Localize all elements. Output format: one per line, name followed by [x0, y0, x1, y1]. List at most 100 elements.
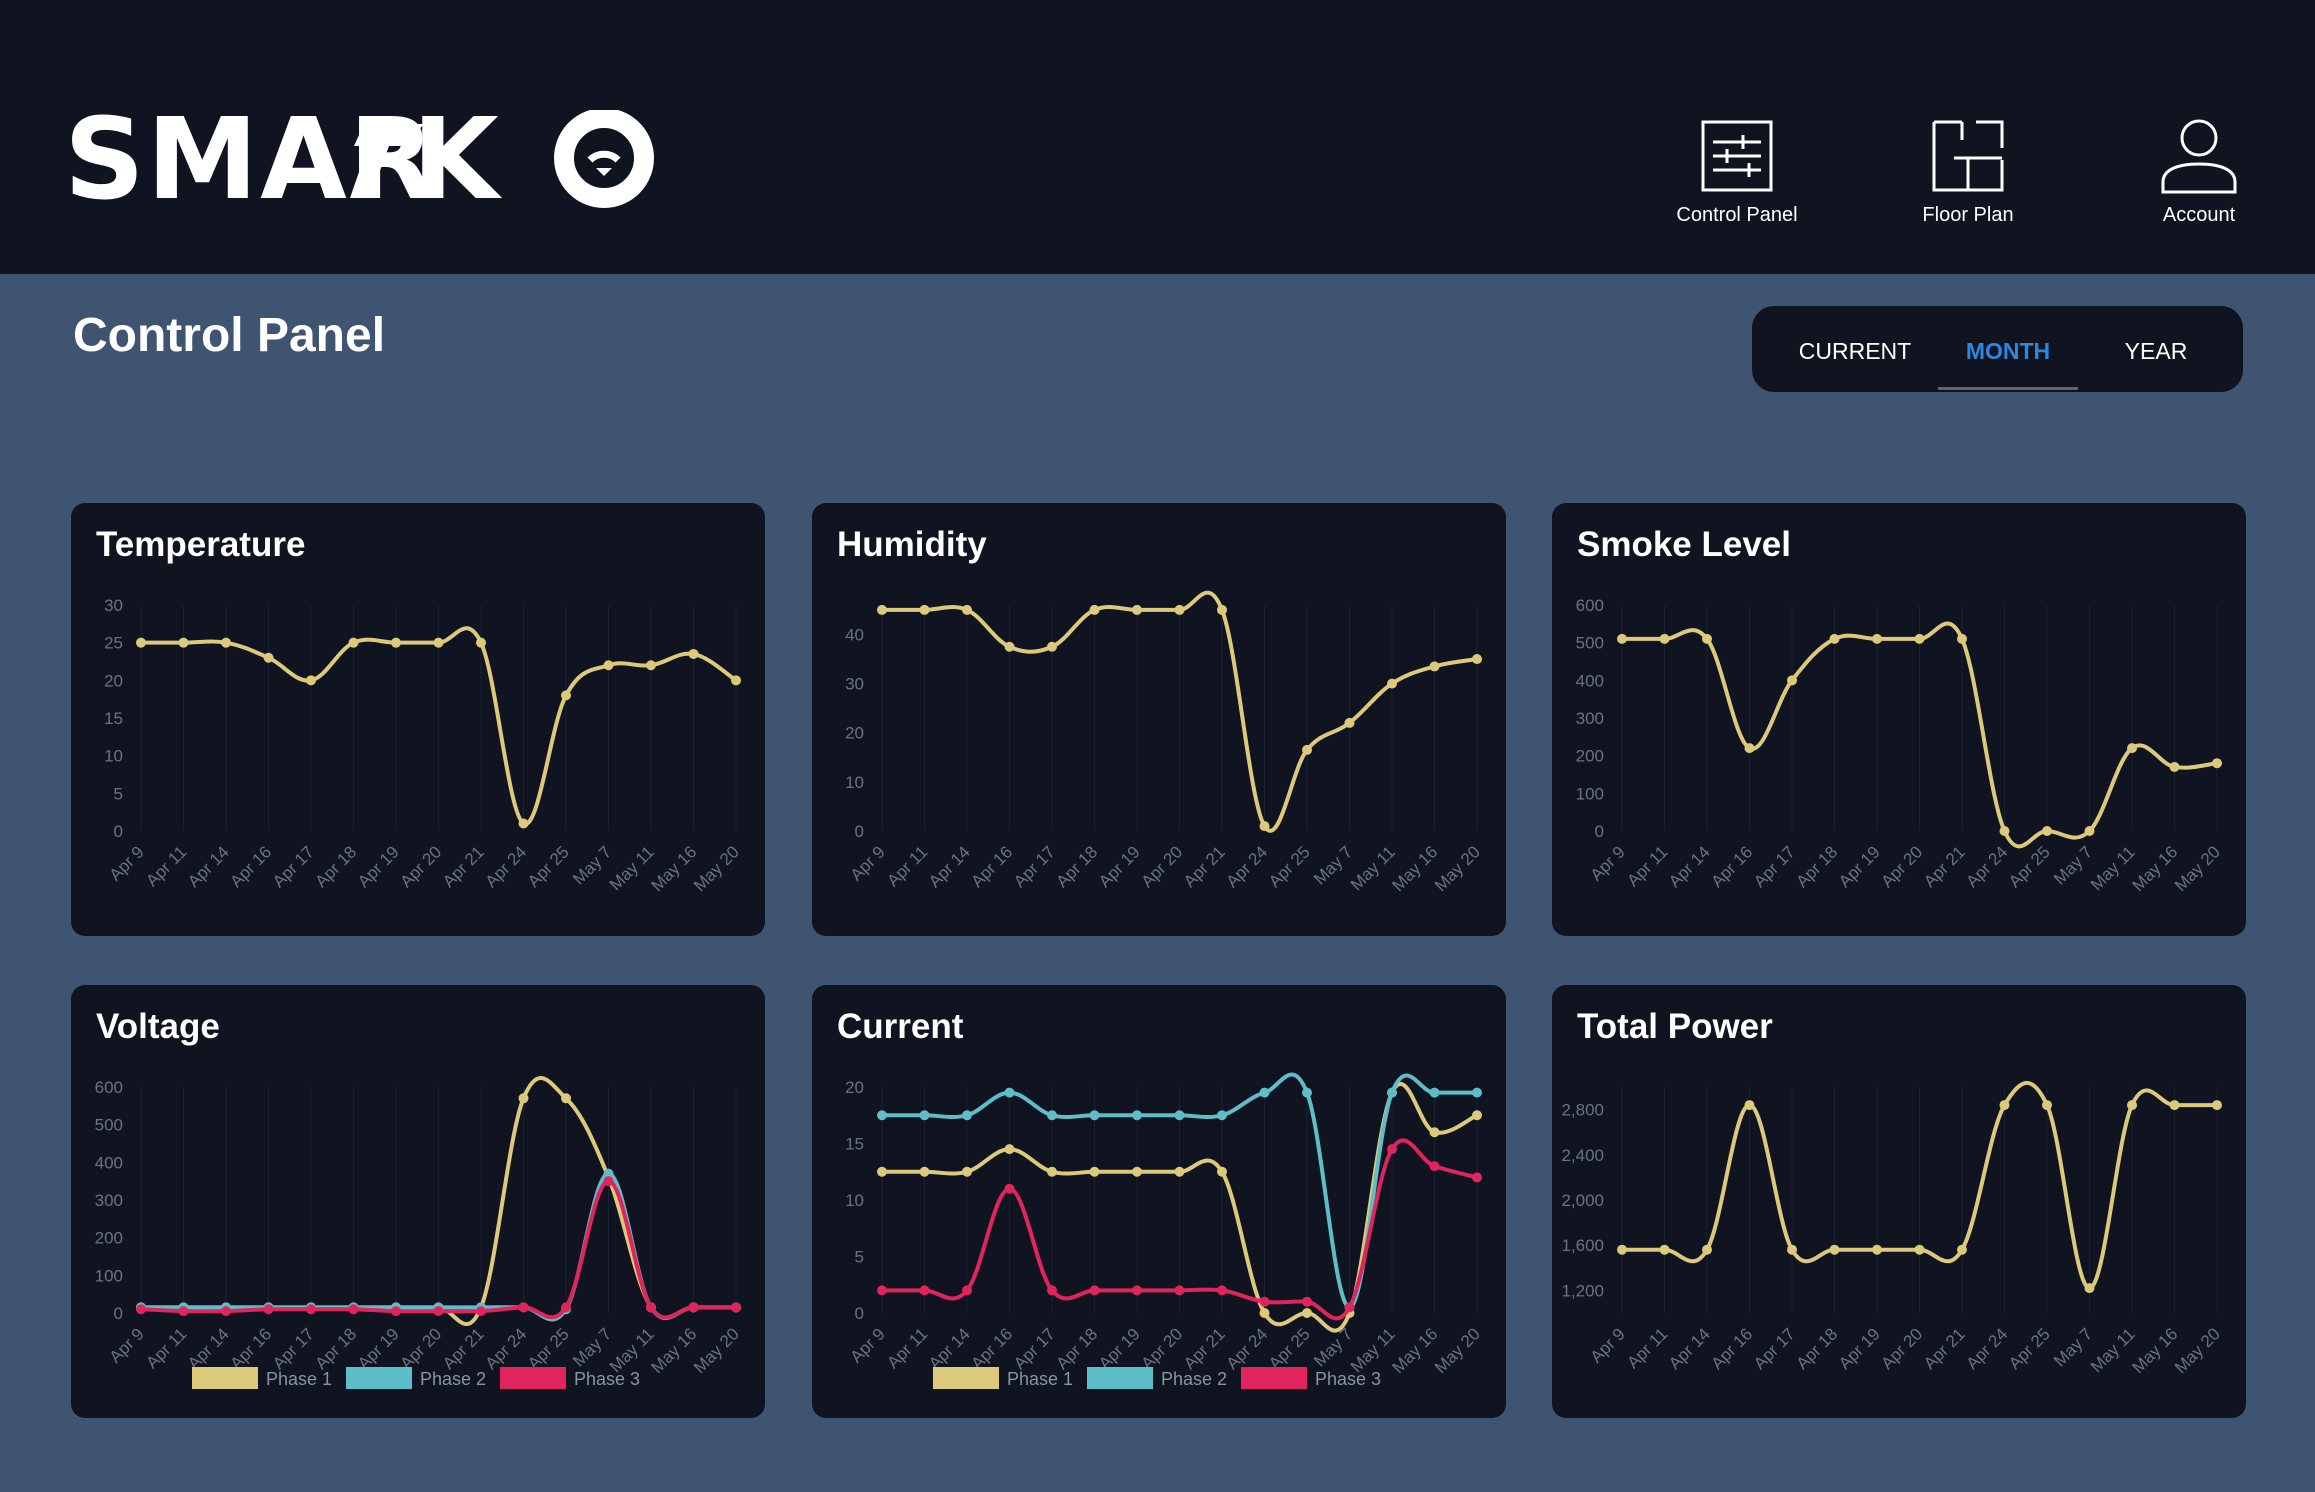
user-icon [2161, 119, 2237, 194]
y-tick-label: 10 [104, 747, 123, 766]
page-title: Control Panel [73, 309, 386, 362]
x-tick-label: Apr 16 [226, 842, 275, 891]
data-point [476, 1306, 486, 1317]
card-title: Current [837, 1007, 964, 1046]
x-tick-label: Apr 11 [142, 1324, 190, 1372]
logo-o-ring [554, 110, 654, 208]
data-point [476, 637, 486, 648]
data-point [1089, 1285, 1100, 1296]
total-power-card: Total Power 1,200 1,600 2,000 2,400 2,800 Apr… [1552, 985, 2246, 1418]
data-point [1302, 1296, 1312, 1307]
data-point [221, 1306, 231, 1317]
data-point [731, 1302, 741, 1313]
x-tick-label: Apr 20 [1137, 842, 1186, 891]
data-point [1217, 604, 1227, 615]
y-tick-label: 0 [855, 1304, 864, 1323]
x-tick-label: Apr 21 [1180, 1324, 1229, 1373]
legend-swatch [1241, 1367, 1307, 1389]
data-point [1004, 1183, 1015, 1194]
legend-swatch [1087, 1367, 1153, 1389]
temperature-card: Temperature 0 5 10 15 20 25 30 Apr 9 Apr 11 Apr 1… [71, 503, 765, 936]
data-point [561, 690, 571, 701]
data-point [1047, 1110, 1057, 1121]
data-point [1472, 654, 1482, 665]
data-point [1089, 1110, 1100, 1121]
data-point [877, 1110, 887, 1121]
data-point [2127, 743, 2137, 754]
nav-control-panel[interactable]: Control Panel [1652, 118, 1822, 238]
data-point [348, 637, 359, 648]
x-tick-label: Apr 19 [1095, 1324, 1144, 1373]
x-tick-label: May 20 [690, 842, 743, 895]
data-point [646, 1302, 656, 1313]
y-tick-label: 500 [1576, 634, 1604, 653]
logo-text-k: K [412, 110, 503, 210]
smartko-logo[interactable]: SMAR K [64, 110, 664, 210]
x-tick-label: Apr 17 [1010, 1324, 1059, 1373]
y-tick-label: 15 [104, 709, 123, 728]
data-point [518, 1302, 529, 1313]
nav-floor-plan[interactable]: Floor Plan [1883, 118, 2053, 238]
y-tick-label: 600 [95, 1078, 123, 1097]
data-point [2084, 826, 2095, 836]
y-tick-label: 1,200 [1561, 1281, 1604, 1300]
card-title: Smoke Level [1577, 525, 1791, 564]
data-point [1914, 633, 1925, 644]
x-tick-label: Apr 14 [925, 1324, 974, 1373]
data-point [178, 1306, 189, 1317]
data-point [2042, 1100, 2052, 1111]
y-tick-label: 0 [114, 1304, 123, 1323]
legend-swatch [933, 1367, 999, 1389]
data-point [2042, 826, 2052, 836]
card-title: Total Power [1577, 1007, 1773, 1046]
wifi-arc-inner [587, 150, 621, 163]
data-point [348, 1304, 359, 1315]
tab-year[interactable]: YEAR [2124, 338, 2188, 364]
data-point [1617, 633, 1627, 644]
series-line [140, 1179, 736, 1320]
data-point [1174, 1110, 1185, 1121]
x-tick-label: May 11 [2087, 842, 2139, 894]
x-tick-label: Apr 19 [354, 1324, 403, 1373]
data-point [391, 1306, 401, 1317]
x-tick-label: Apr 9 [1587, 1324, 1629, 1366]
y-tick-label: 15 [845, 1135, 864, 1154]
card-title: Temperature [96, 525, 306, 564]
tab-month[interactable]: MONTH [1938, 306, 2078, 392]
x-tick-label: Apr 20 [396, 842, 445, 891]
x-tick-label: Apr 24 [1222, 1324, 1271, 1373]
y-tick-label: 100 [1576, 784, 1604, 803]
x-tick-label: May 16 [1388, 1324, 1441, 1377]
x-tick-label: May 11 [2087, 1324, 2139, 1376]
legend-label: Phase 1 [1007, 1369, 1073, 1389]
data-point [263, 1304, 274, 1315]
data-point [1004, 1087, 1015, 1098]
x-tick-label: Apr 19 [354, 842, 403, 891]
x-tick-label: Apr 21 [1180, 842, 1229, 891]
y-tick-label: 600 [1576, 596, 1604, 615]
x-tick-label: Apr 20 [1137, 1324, 1186, 1373]
tab-current[interactable]: CURRENT [1798, 338, 1912, 364]
x-tick-label: Apr 9 [847, 1324, 889, 1366]
y-tick-label: 2,400 [1561, 1146, 1604, 1165]
data-point [263, 652, 274, 663]
data-point [518, 1093, 529, 1104]
nav-account[interactable]: Account [2114, 118, 2284, 238]
x-tick-label: May 16 [647, 1324, 700, 1377]
y-tick-label: 5 [114, 784, 123, 803]
x-tick-label: Apr 18 [1792, 1324, 1841, 1373]
logo-graphic: SMAR K [64, 110, 654, 210]
legend-label: Phase 1 [266, 1369, 332, 1389]
x-tick-label: Apr 20 [396, 1324, 445, 1373]
data-point [2169, 761, 2180, 772]
data-point [1999, 1100, 2010, 1111]
y-tick-label: 200 [95, 1229, 123, 1248]
data-point [603, 660, 614, 671]
data-point [1829, 1244, 1840, 1255]
x-tick-label: Apr 14 [925, 842, 974, 891]
x-tick-label: May 11 [1347, 842, 1399, 894]
data-point [518, 818, 529, 829]
data-point [1344, 1302, 1355, 1313]
